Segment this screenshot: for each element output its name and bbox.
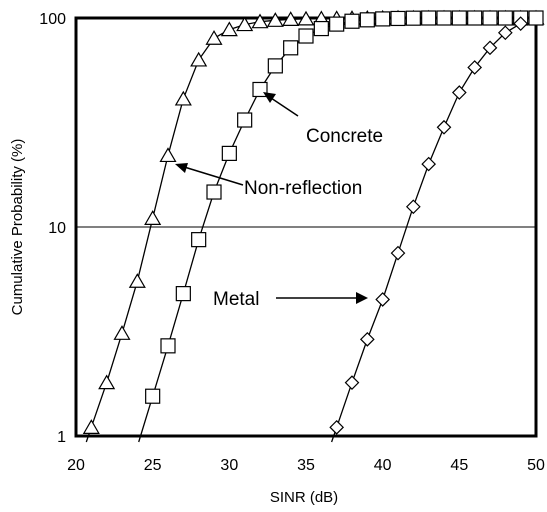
data-point-non-reflection <box>174 90 192 106</box>
x-tick-label: 45 <box>450 457 468 474</box>
data-point-non-reflection <box>128 273 146 288</box>
x-tick-label: 25 <box>144 457 162 474</box>
data-point-concrete <box>390 10 406 27</box>
data-point-concrete <box>145 388 161 404</box>
data-point-metal <box>467 60 483 75</box>
data-point-non-reflection <box>205 30 223 45</box>
data-point-concrete <box>221 145 237 161</box>
data-point-concrete <box>313 20 329 37</box>
x-tick-label: 40 <box>374 457 392 474</box>
data-point-metal <box>359 332 375 347</box>
data-point-concrete <box>436 10 452 26</box>
data-point-metal <box>436 119 452 135</box>
data-point-metal <box>451 85 467 100</box>
data-point-non-reflection <box>251 13 269 29</box>
data-point-metal <box>497 25 513 41</box>
data-point-metal <box>329 420 345 435</box>
data-point-concrete <box>175 286 191 302</box>
data-point-metal <box>344 375 360 390</box>
data-point-metal <box>513 16 529 31</box>
data-point-concrete <box>421 10 437 26</box>
data-point-non-reflection <box>266 12 284 27</box>
data-point-concrete <box>298 28 314 44</box>
x-tick-label: 30 <box>220 457 238 474</box>
annotation-label-non-reflection: Non-reflection <box>244 178 362 199</box>
annotation-arrowhead-metal <box>356 292 368 304</box>
annotation-arrowhead-concrete <box>263 92 276 103</box>
x-axis-title: SINR (dB) <box>270 489 338 506</box>
data-point-non-reflection <box>297 10 315 26</box>
annotation-arrowhead-non-reflection <box>175 163 188 173</box>
data-point-metal <box>421 156 437 172</box>
data-point-concrete <box>405 10 421 26</box>
series-line-metal <box>330 23 522 443</box>
series-line-concrete <box>138 17 536 443</box>
data-point-metal <box>375 292 391 307</box>
data-point-non-reflection <box>236 16 254 32</box>
series-line-non-reflection <box>85 17 536 443</box>
data-point-concrete <box>329 16 345 32</box>
data-point-non-reflection <box>190 51 208 67</box>
data-point-non-reflection <box>113 325 131 340</box>
data-point-concrete <box>160 338 176 354</box>
data-point-concrete <box>528 10 544 26</box>
x-tick-label: 20 <box>67 457 85 474</box>
data-point-concrete <box>482 10 498 26</box>
data-point-concrete <box>283 40 299 56</box>
data-point-non-reflection <box>159 147 177 163</box>
data-point-concrete <box>451 10 467 26</box>
annotation-label-metal: Metal <box>213 289 259 310</box>
y-tick-label: 100 <box>39 11 66 28</box>
data-point-concrete <box>467 10 483 26</box>
data-point-metal <box>390 245 406 261</box>
data-point-non-reflection <box>98 374 116 390</box>
data-point-concrete <box>191 232 207 248</box>
data-point-concrete <box>344 13 360 29</box>
data-point-concrete <box>237 112 253 128</box>
annotation-arrow-concrete <box>267 95 299 117</box>
y-axis-title: Cumulative Probability (%) <box>9 139 26 316</box>
data-point-concrete <box>267 58 283 74</box>
annotation-label-concrete: Concrete <box>306 126 383 147</box>
plot-layer: 20 25 30 35 40 45 50 1 10 100 <box>39 9 545 474</box>
data-point-non-reflection <box>82 419 100 434</box>
data-point-concrete <box>359 12 375 28</box>
x-tick-label: 50 <box>527 457 545 474</box>
data-point-non-reflection <box>220 21 238 37</box>
data-point-concrete <box>375 11 391 27</box>
x-tick-label: 35 <box>297 457 315 474</box>
data-point-metal <box>482 40 498 56</box>
data-point-concrete <box>206 184 222 200</box>
y-tick-label: 10 <box>48 220 66 237</box>
data-point-concrete <box>252 81 268 98</box>
data-point-non-reflection <box>144 210 162 225</box>
data-point-non-reflection <box>282 11 300 26</box>
data-point-concrete <box>497 10 513 26</box>
annotation-arrow-non-reflection <box>180 165 244 186</box>
data-point-metal <box>405 199 421 215</box>
y-tick-label: 1 <box>57 429 66 446</box>
